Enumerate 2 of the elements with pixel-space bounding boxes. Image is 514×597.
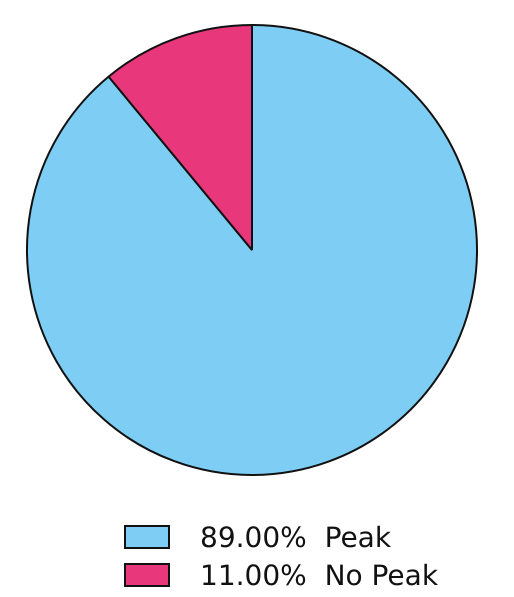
legend-label: 89.00% Peak (200, 520, 392, 554)
legend-label: 11.00% No Peak (200, 558, 438, 592)
